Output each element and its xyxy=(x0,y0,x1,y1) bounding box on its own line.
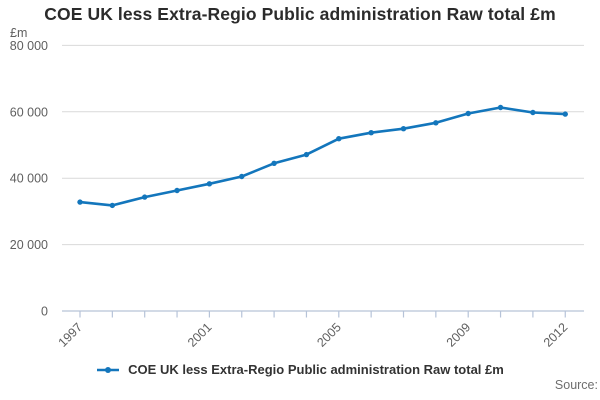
data-point-marker xyxy=(465,110,471,117)
data-point-marker xyxy=(77,199,83,205)
y-tick-label: 0 xyxy=(41,305,48,319)
y-tick-label: 60 000 xyxy=(10,105,48,119)
chart-title: COE UK less Extra-Regio Public administr… xyxy=(44,4,556,24)
series-line xyxy=(78,106,567,207)
data-point-marker xyxy=(206,181,213,187)
source-label: Source: xyxy=(554,378,598,392)
data-point-marker xyxy=(239,173,245,180)
data-point-marker xyxy=(109,202,116,209)
data-point-marker xyxy=(303,151,310,158)
legend-line-marker-icon xyxy=(97,366,120,373)
data-point-marker xyxy=(174,187,180,194)
data-point-marker xyxy=(368,130,374,136)
data-point-marker xyxy=(336,136,342,142)
legend: COE UK less Extra-Regio Public administr… xyxy=(0,362,600,377)
data-point-marker xyxy=(562,111,568,117)
data-point-marker xyxy=(433,120,439,126)
y-tick-label: 40 000 xyxy=(10,172,48,186)
x-tick-label: 2012 xyxy=(541,320,571,350)
x-tick-label: 2001 xyxy=(185,320,215,350)
y-axis-unit-label: £m xyxy=(10,26,28,40)
data-point-marker xyxy=(530,109,536,116)
legend-label: COE UK less Extra-Regio Public administr… xyxy=(128,362,504,377)
data-point-marker xyxy=(271,160,277,166)
x-tick-label: 2009 xyxy=(444,320,474,350)
x-tick-label: 1997 xyxy=(56,320,86,350)
x-tick-label: 2005 xyxy=(314,320,344,350)
data-point-marker xyxy=(497,104,504,111)
y-tick-label: 80 000 xyxy=(10,39,48,53)
data-point-marker xyxy=(400,126,407,132)
data-point-marker xyxy=(142,194,148,200)
y-tick-label: 20 000 xyxy=(10,238,48,252)
